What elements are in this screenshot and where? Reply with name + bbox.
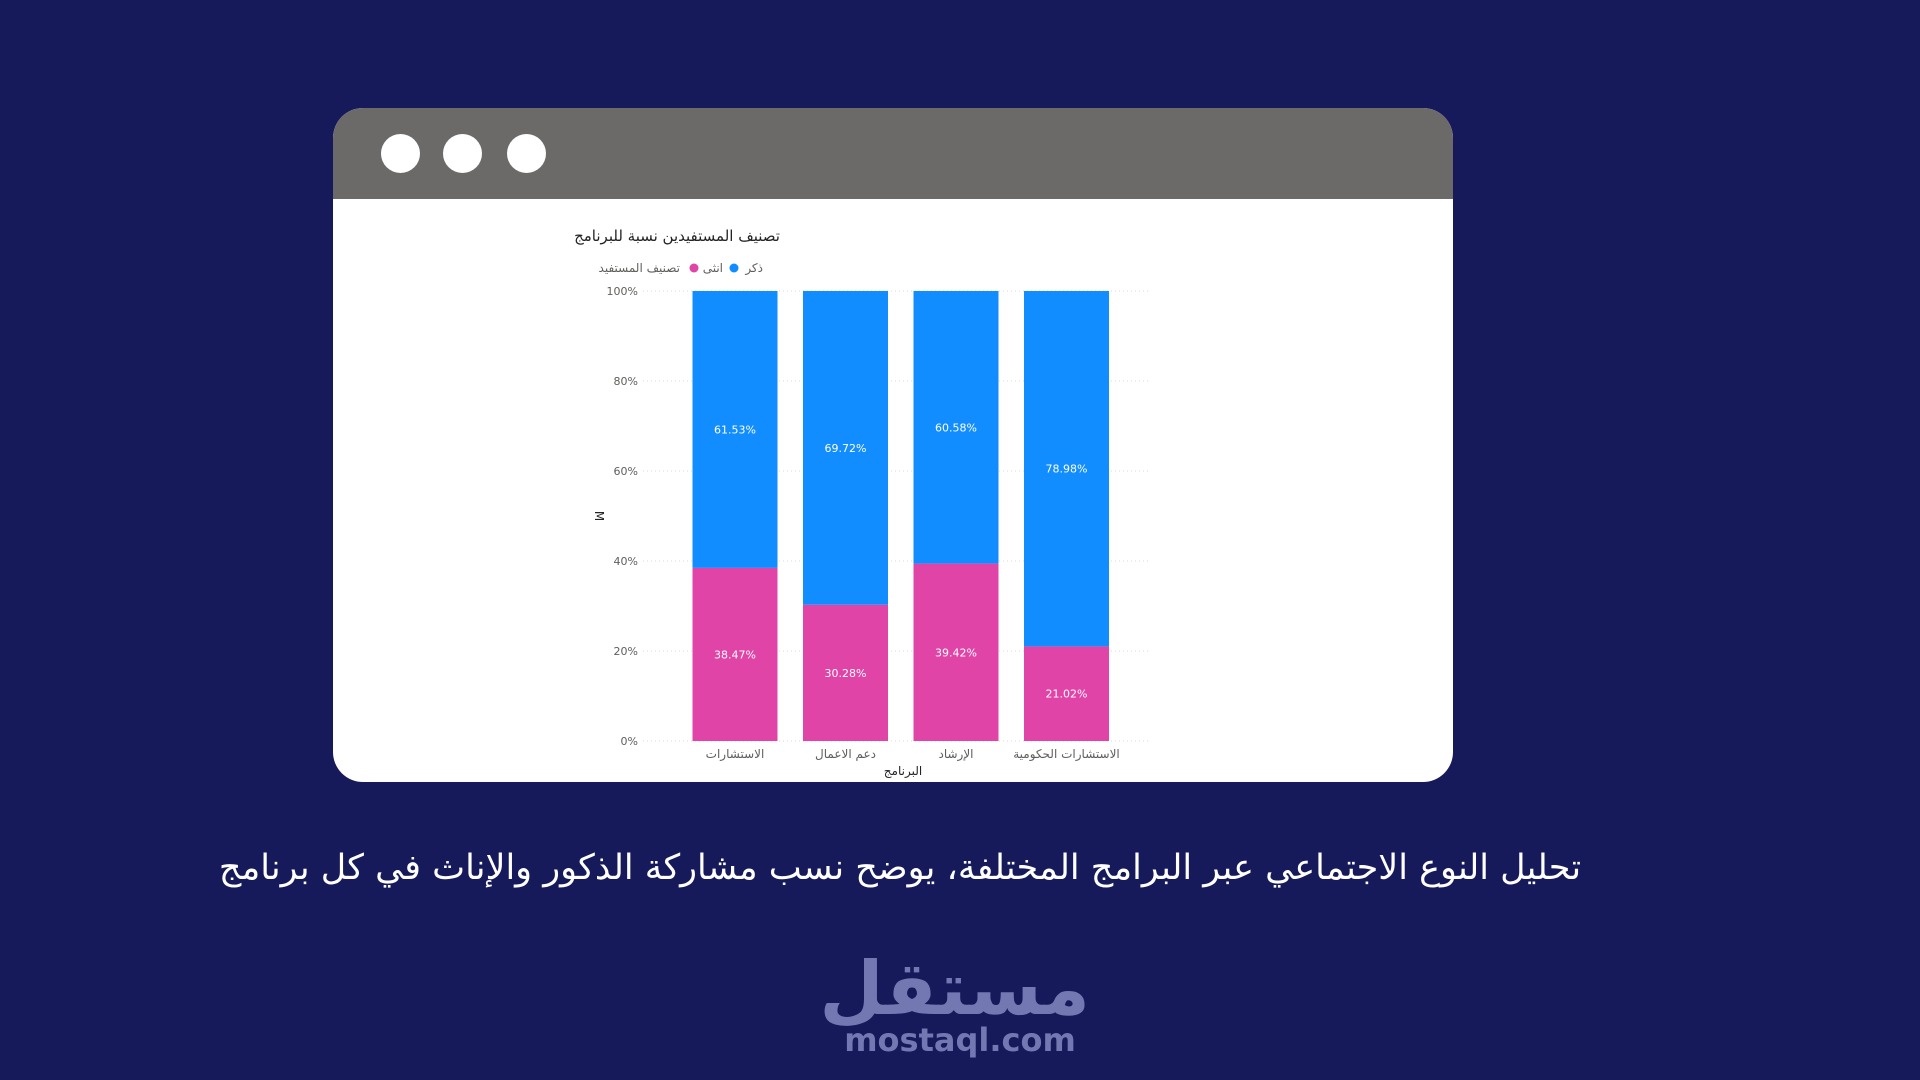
window-dot-3[interactable] (507, 134, 546, 173)
x-tick-label: الاستشارات الحكومية (1013, 747, 1120, 762)
y-tick-label: 80% (614, 375, 638, 388)
data-label-male: 69.72% (825, 442, 867, 455)
legend-marker-male (729, 263, 739, 273)
window-dot-2[interactable] (443, 134, 482, 173)
window-titlebar (333, 108, 1453, 199)
y-tick-label: 0% (621, 735, 638, 748)
y-tick-label: 100% (607, 285, 638, 298)
window-dot-1[interactable] (381, 134, 420, 173)
y-axis-label: M (592, 511, 606, 521)
data-label-male: 60.58% (935, 421, 977, 434)
legend-label-female: انثى (703, 261, 723, 275)
logo-arabic-text: مستقل (819, 946, 1090, 1032)
x-tick-label: الإرشاد (938, 747, 973, 762)
x-axis-label: البرنامج (884, 764, 922, 779)
bar-segment-male (1024, 291, 1109, 647)
stacked-bar-chart: تصنيف المستفيدين نسبة للبرنامج تصنيف المس… (574, 227, 1148, 779)
logo-latin-text: mostaql.com (844, 1021, 1076, 1059)
x-tick-label: دعم الاعمال (815, 747, 876, 761)
bar-segment-female (913, 563, 999, 741)
data-label-male: 78.98% (1046, 463, 1088, 476)
legend-label-male: ذكر (744, 261, 763, 276)
chart-title: تصنيف المستفيدين نسبة للبرنامج (574, 227, 780, 245)
y-tick-label: 40% (614, 555, 638, 568)
legend-marker-female (689, 263, 699, 273)
bar-segment-male (803, 291, 888, 605)
data-label-male: 61.53% (714, 423, 756, 436)
browser-window: تصنيف المستفيدين نسبة للبرنامج تصنيف المس… (333, 108, 1453, 782)
y-tick-label: 20% (614, 645, 638, 658)
bar-segment-male (913, 291, 999, 564)
y-tick-label: 60% (614, 465, 638, 478)
legend-title: تصنيف المستفيد (599, 261, 680, 275)
x-tick-label: الاستشارات (706, 747, 765, 762)
mostaql-logo[interactable]: مستقل mostaql.com (819, 946, 1090, 1060)
bar-segment-female (803, 604, 888, 741)
bar-segment-male (692, 291, 778, 568)
chart-caption: تحليل النوع الاجتماعي عبر البرامج المختل… (218, 848, 1582, 888)
data-label-female: 39.42% (935, 646, 977, 659)
bar-segment-female (1024, 646, 1109, 741)
data-label-female: 38.47% (714, 648, 756, 661)
bar-segment-female (692, 567, 778, 741)
data-label-female: 21.02% (1046, 688, 1088, 701)
data-label-female: 30.28% (825, 667, 867, 680)
